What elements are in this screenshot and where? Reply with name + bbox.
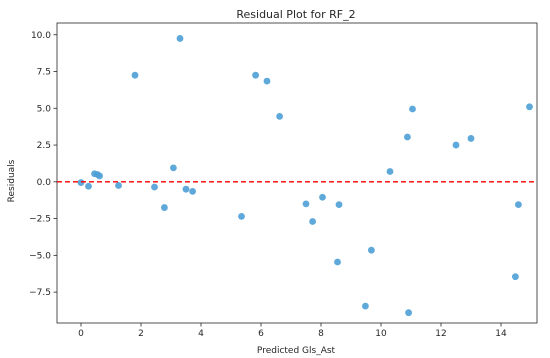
data-point xyxy=(452,141,460,149)
data-point xyxy=(319,193,326,201)
data-point xyxy=(252,71,259,79)
data-point xyxy=(96,172,103,180)
y-tick-label: 0.0 xyxy=(37,178,52,188)
x-tick-label: 0 xyxy=(78,329,84,339)
x-tick-label: 2 xyxy=(138,329,144,339)
x-tick-label: 14 xyxy=(495,329,507,339)
data-point xyxy=(182,185,190,193)
data-point xyxy=(512,273,519,281)
data-point xyxy=(334,258,341,266)
data-point xyxy=(131,71,139,79)
data-point xyxy=(115,182,122,189)
plot-area: 0 2 4 6 8 10 12 14 −7.5 −5.0 −2.5 0.0 2.5 5.0 7.5 10.0 xyxy=(29,22,538,339)
data-point xyxy=(170,164,177,172)
data-point xyxy=(161,204,168,211)
data-point xyxy=(189,187,197,195)
data-point xyxy=(405,309,412,317)
y-tick-label: 10.0 xyxy=(31,31,51,41)
data-point xyxy=(335,201,343,209)
x-tick-label: 8 xyxy=(318,329,324,339)
plot-frame xyxy=(56,22,538,324)
data-point xyxy=(276,112,283,120)
x-tick-label: 12 xyxy=(435,329,446,339)
data-point xyxy=(309,218,316,225)
data-point xyxy=(368,246,375,254)
y-tick-label: 2.5 xyxy=(37,141,51,151)
x-tick-label: 6 xyxy=(258,329,264,339)
y-tick-label: −2.5 xyxy=(29,215,51,225)
x-axis-label: Predicted Gls_Ast xyxy=(257,346,336,356)
chart-title: Residual Plot for RF_2 xyxy=(236,8,355,21)
data-point xyxy=(362,302,369,310)
x-tick-label: 10 xyxy=(375,329,387,339)
data-point xyxy=(151,183,158,191)
data-point xyxy=(515,201,522,209)
x-tick-label: 4 xyxy=(198,329,204,339)
y-tick-label: 5.0 xyxy=(37,104,52,114)
data-point xyxy=(85,182,92,190)
y-tick-label: −5.0 xyxy=(29,251,51,261)
data-point xyxy=(467,135,475,142)
data-point xyxy=(404,133,411,141)
data-point xyxy=(77,179,85,186)
data-point xyxy=(238,212,245,220)
data-point xyxy=(263,77,271,85)
y-tick-label: 7.5 xyxy=(37,68,51,78)
y-axis-label: Residuals xyxy=(7,159,17,202)
data-point xyxy=(302,200,310,208)
data-point xyxy=(526,103,533,111)
data-point xyxy=(176,35,184,42)
y-tick-label: −7.5 xyxy=(29,288,51,298)
data-point xyxy=(386,168,394,175)
data-point xyxy=(409,105,416,113)
